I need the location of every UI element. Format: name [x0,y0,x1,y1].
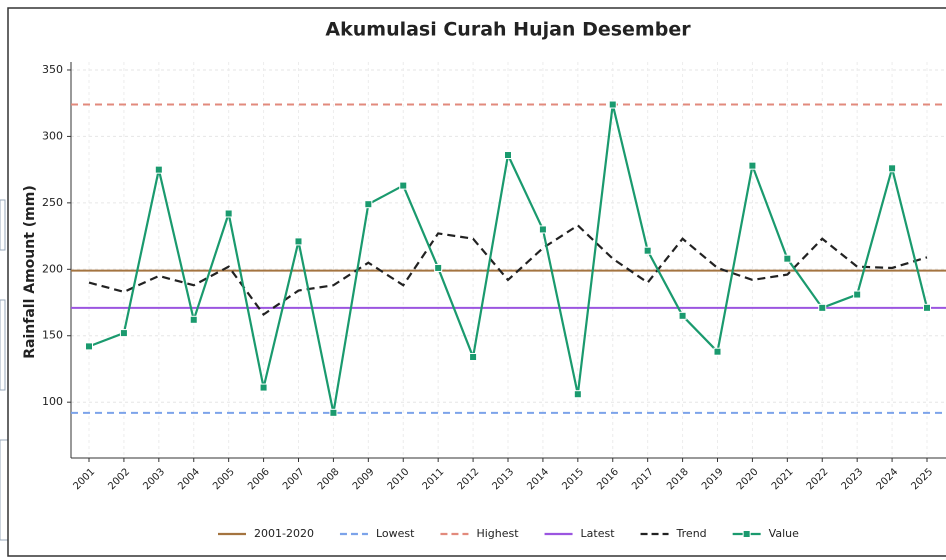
chart-frame [7,7,946,557]
point [573,390,582,399]
legend-marker [742,530,751,538]
point [154,165,163,174]
point [329,408,338,417]
point [189,315,198,324]
legend-label: Value [769,527,799,540]
point [259,383,268,392]
point [853,290,862,299]
point [713,347,722,356]
y-tick-label: 150 [42,329,63,342]
legend-label: 2001-2020 [254,527,314,540]
point [364,200,373,209]
chart-title: Akumulasi Curah Hujan Desember [325,19,691,41]
point [538,225,547,234]
point [434,263,443,272]
ui-fragment [0,439,9,541]
point [399,181,408,190]
point [504,151,512,160]
point [888,164,897,173]
y-axis-label: Rainfall Amount (mm) [22,185,38,359]
legend-label: Trend [676,527,707,540]
series-line [88,224,928,316]
y-tick-label: 350 [42,63,63,76]
point [224,209,233,218]
legend-label: Latest [581,527,616,540]
ui-fragment [0,299,6,391]
point [748,161,757,170]
y-tick-label: 200 [42,262,63,275]
point [783,254,792,263]
point [85,342,93,351]
point [678,311,687,320]
point [119,329,128,338]
point [608,100,617,109]
point [923,303,931,312]
point [643,246,652,255]
legend-label: Lowest [376,527,415,540]
point [294,237,303,246]
y-tick-label: 100 [42,395,63,408]
point [818,303,827,312]
y-tick-label: 250 [42,196,63,209]
ui-fragment [0,199,6,251]
y-tick-label: 300 [42,129,63,142]
legend-label: Highest [476,527,519,540]
point [469,353,478,362]
